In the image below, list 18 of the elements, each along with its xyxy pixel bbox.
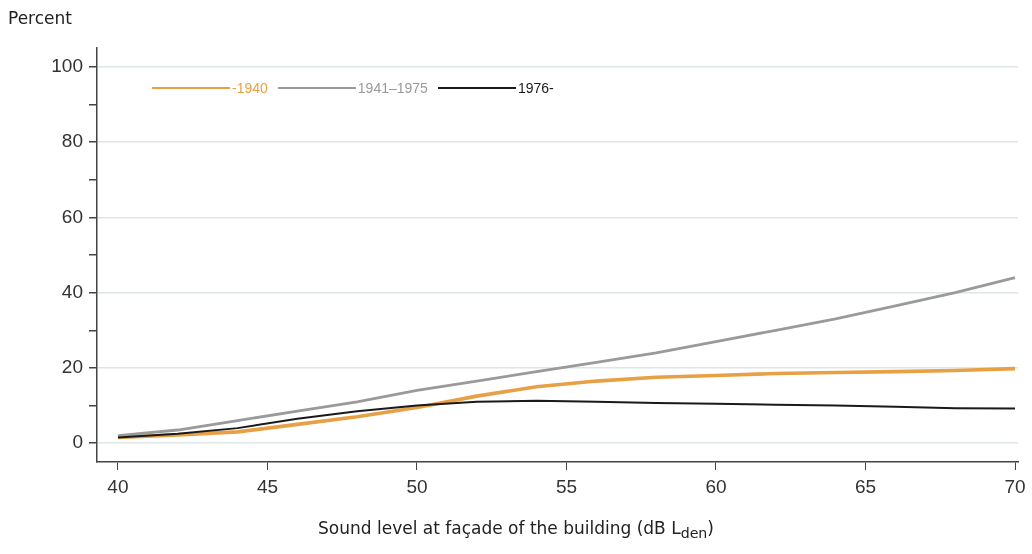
text: 1941–1975 xyxy=(357,80,428,96)
y-tick-label: 0 xyxy=(72,431,83,453)
x-tick-label: 70 xyxy=(1004,475,1026,497)
text: -1940 xyxy=(232,80,268,96)
x-tick-label: 40 xyxy=(107,475,129,497)
y-tick-label: 40 xyxy=(61,280,83,302)
y-tick-label: 20 xyxy=(61,356,83,378)
x-tick-label: 45 xyxy=(256,475,279,497)
y-tick-label: 100 xyxy=(51,55,83,77)
x-tick-label: 60 xyxy=(705,475,727,497)
x-axis-title: Sound level at façade of the building (dB L$_{den}$) xyxy=(317,518,715,542)
y-tick-label: 80 xyxy=(61,130,83,152)
x-tick-label: 55 xyxy=(555,475,578,497)
text: 1976- xyxy=(517,80,554,96)
y-tick-label: 60 xyxy=(61,205,83,227)
x-tick-label: 65 xyxy=(854,475,877,497)
x-tick-label: 50 xyxy=(406,475,428,497)
y-axis-title: Percent xyxy=(8,8,72,28)
